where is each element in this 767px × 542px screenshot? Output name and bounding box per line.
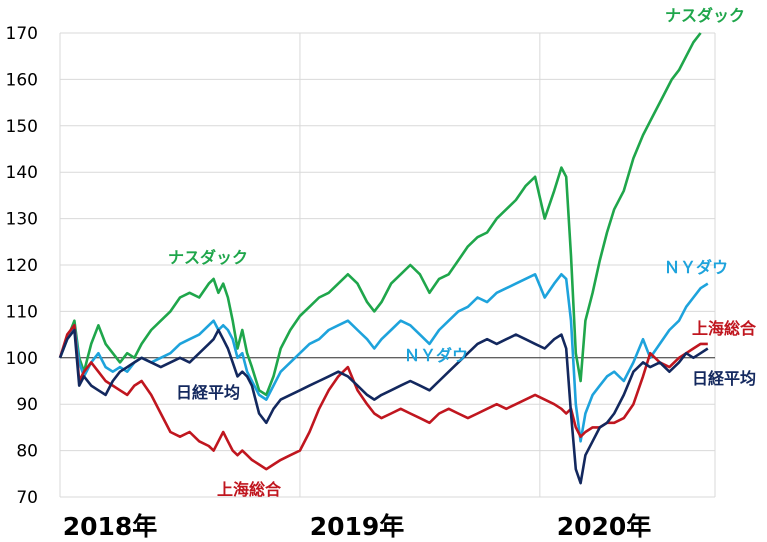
series-annotation-label: 上海総合 xyxy=(217,480,282,499)
series-annotation-label: 上海総合 xyxy=(692,319,757,338)
series-line xyxy=(58,328,709,485)
series-annotation-label: 日経平均 xyxy=(692,369,756,388)
y-tick-label: 140 xyxy=(6,163,38,183)
x-tick-label: 2019年 xyxy=(310,512,405,541)
y-tick-label: 150 xyxy=(6,117,38,137)
grid xyxy=(59,32,716,498)
series-line xyxy=(58,273,709,443)
y-tick-label: 70 xyxy=(16,488,38,508)
series-annotation-label: ＮＹダウ xyxy=(404,346,468,365)
series-annotation-label: ＮＹダウ xyxy=(664,258,728,277)
series-lines xyxy=(58,32,709,485)
y-tick-label: 120 xyxy=(6,256,38,276)
axes: 70 80 90 100 110 120 130 140 150 160 170 2018年 2019年… xyxy=(6,24,715,541)
x-tick-label: 2020年 xyxy=(557,512,652,541)
y-tick-label: 130 xyxy=(6,210,38,230)
y-tick-label: 90 xyxy=(16,395,38,415)
y-tick-label: 170 xyxy=(6,24,38,44)
series-annotation-label: 日経平均 xyxy=(176,383,240,402)
y-tick-label: 110 xyxy=(6,302,38,322)
y-tick-label: 80 xyxy=(16,442,38,462)
y-tick-label: 100 xyxy=(6,349,38,369)
y-tick-label: 160 xyxy=(6,70,38,90)
series-annotation-label: ナスダック xyxy=(168,248,248,267)
series-line xyxy=(58,32,702,397)
series-annotation-label: ナスダック xyxy=(665,6,745,25)
series-line xyxy=(58,324,708,471)
x-tick-label: 2018年 xyxy=(63,512,158,541)
